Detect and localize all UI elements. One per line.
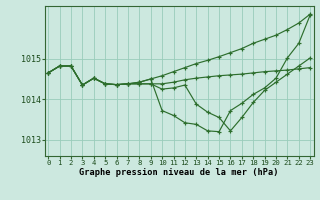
X-axis label: Graphe pression niveau de la mer (hPa): Graphe pression niveau de la mer (hPa) xyxy=(79,168,279,177)
